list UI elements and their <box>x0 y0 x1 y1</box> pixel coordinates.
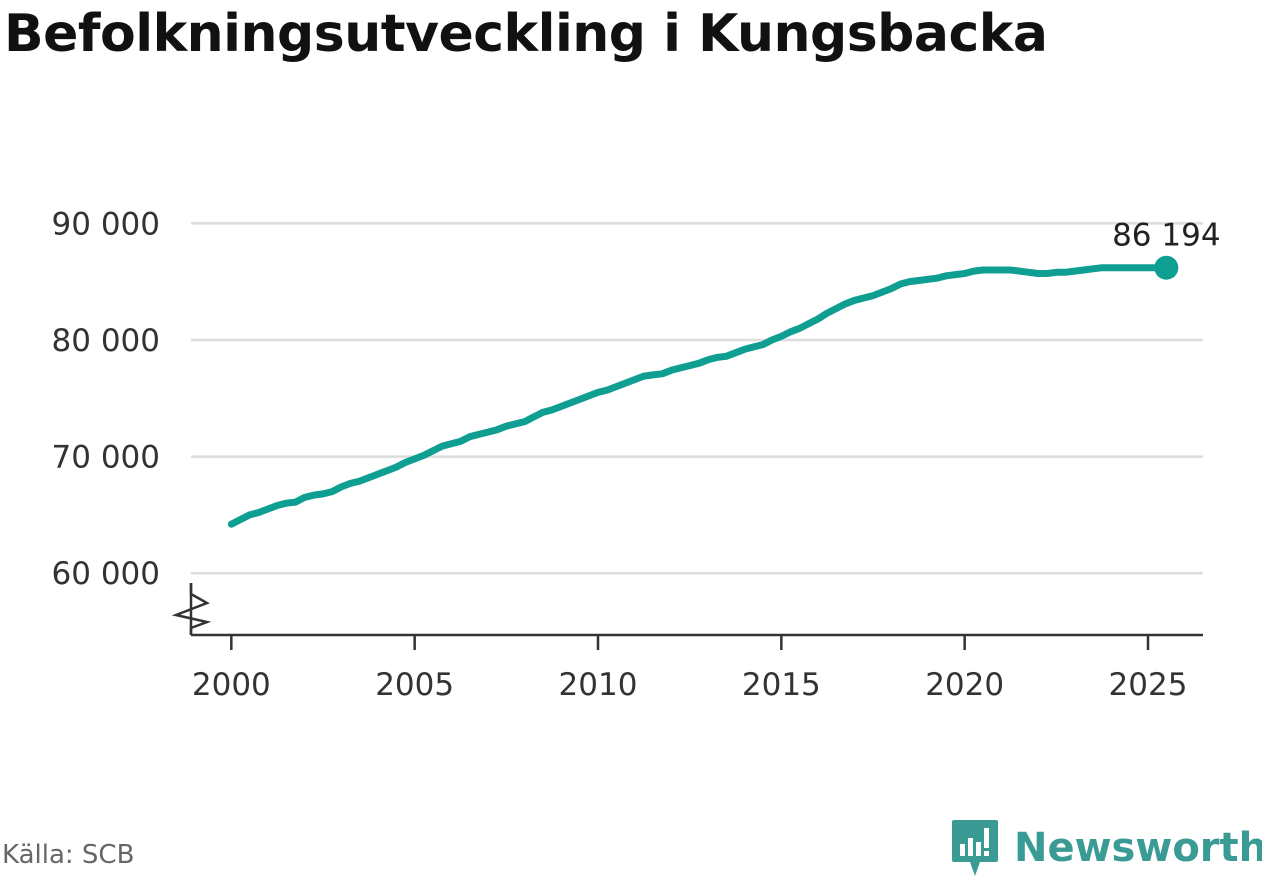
axis-break-icon <box>171 583 212 635</box>
end-point-marker <box>1154 255 1179 280</box>
x-tick-label: 2020 <box>925 667 1004 703</box>
gridlines <box>191 222 1203 575</box>
end-value-label: 86 194 <box>1112 218 1220 254</box>
x-tick-label: 2025 <box>1109 667 1188 703</box>
y-tick-label: 80 000 <box>52 323 160 359</box>
x-axis-ticks: 2000 2005 2010 2015 2020 2025 <box>192 635 1188 703</box>
source-note: Källa: SCB <box>2 840 135 870</box>
x-tick-label: 2010 <box>559 667 638 703</box>
newsworthy-logo-icon <box>952 820 998 876</box>
x-tick-label: 2015 <box>742 667 821 703</box>
x-tick-label: 2005 <box>375 667 454 703</box>
y-tick-label: 90 000 <box>52 206 160 242</box>
axes <box>171 583 1203 637</box>
newsworthy-logo: Newsworthy <box>950 818 1262 878</box>
y-axis-ticks: 60 000 70 000 80 000 90 000 <box>52 206 160 592</box>
y-tick-label: 60 000 <box>52 556 160 592</box>
y-tick-label: 70 000 <box>52 440 160 476</box>
brand-name: Newsworthy <box>1014 825 1262 871</box>
x-tick-label: 2000 <box>192 667 271 703</box>
population-line <box>227 264 1170 528</box>
chart-title: Befolkningsutveckling i Kungsbacka <box>4 4 1048 64</box>
